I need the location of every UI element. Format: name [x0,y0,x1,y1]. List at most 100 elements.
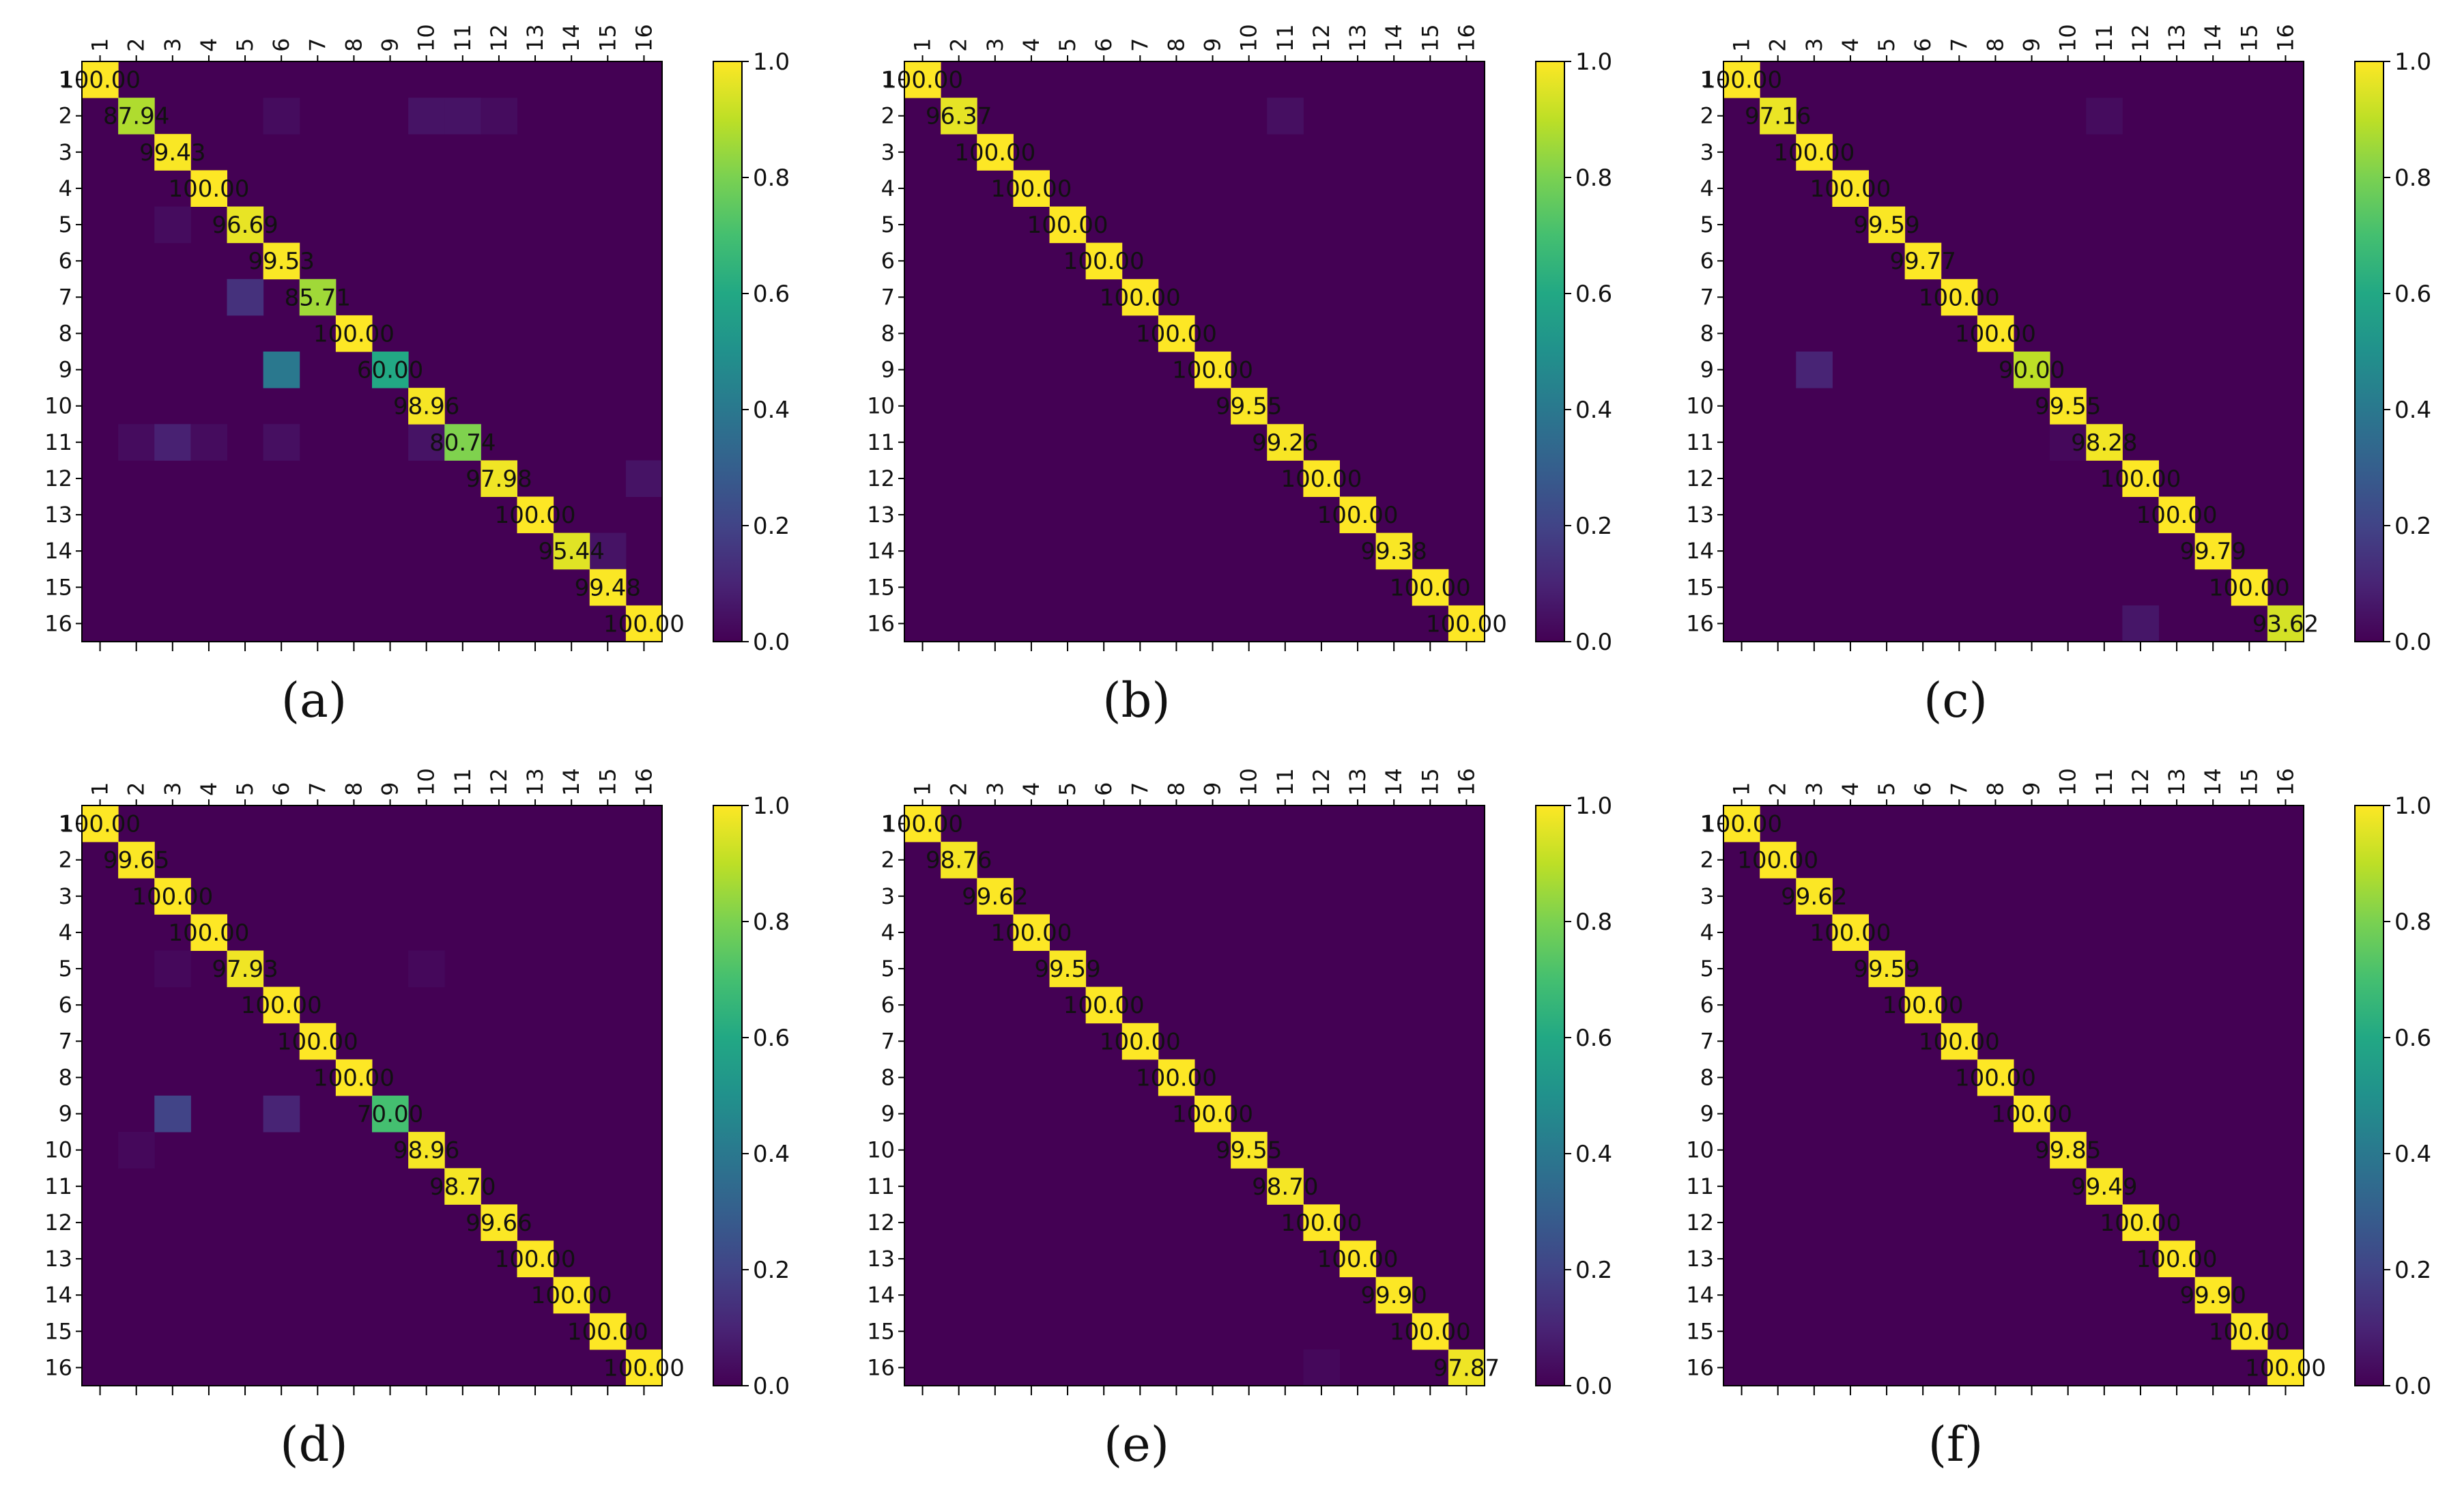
row-label: 11 [867,429,895,455]
cell-value-label: 100.00 [1280,466,1362,493]
matrix-cell [1303,1349,1340,1386]
diagonal-cell [408,388,445,425]
diagonal-cell [2014,352,2050,388]
col-label: 11 [2091,24,2117,52]
diagonal-cell [1868,206,1906,244]
col-label: 13 [2164,768,2190,796]
colorbar-tick-label: 0.6 [1575,1025,1612,1052]
row-label: 11 [867,1173,895,1199]
row-label: 16 [1686,610,1714,636]
cell-value-label: 99.48 [575,574,641,601]
col-label: 6 [268,782,294,796]
col-label: 3 [160,38,186,52]
col-label: 3 [1801,38,1827,52]
row-label: 12 [1686,1210,1714,1236]
row-label: 15 [1686,574,1714,600]
row-label: 2 [59,103,72,129]
row-label: 6 [1700,248,1714,274]
col-label: 16 [2272,768,2298,796]
diagonal-cell [1375,532,1413,570]
heatmap-panel-6: 100.00100.0099.62100.0099.59100.00100.00… [1686,768,2431,1472]
colorbar [713,805,743,1386]
row-label: 7 [59,1028,72,1054]
colorbar-tick-label: 0.2 [1575,1257,1612,1284]
row-label: 13 [1686,1246,1714,1272]
row-label: 8 [1700,320,1714,346]
diagonal-cell [1977,1059,2014,1096]
matrix-cell [154,424,191,461]
diagonal-cell [1760,842,1797,879]
col-label: 10 [414,24,440,52]
heatmap-panel-3: 100.0097.16100.00100.0099.5999.77100.001… [1686,24,2431,728]
matrix-cell [154,206,191,244]
col-label: 4 [1837,38,1863,52]
row-label: 9 [1700,1101,1714,1127]
col-label: 11 [2091,768,2117,796]
colorbar-tick-label: 0.4 [1575,1141,1612,1168]
col-label: 9 [377,782,403,796]
col-label: 5 [232,38,258,52]
col-label: 3 [982,38,1008,52]
diagonal-cell [335,315,373,352]
diagonal-cell [553,532,590,570]
panel-caption: (d) [280,1416,347,1472]
cell-value-label: 99.55 [2035,393,2101,420]
row-label: 7 [881,284,895,310]
cell-value-label: 60.00 [357,357,423,384]
colorbar-tick-label: 0.8 [753,909,790,936]
diagonal-cell [82,805,119,842]
cell-value-label: 100.00 [1100,1028,1181,1055]
diagonal-cell [1121,1023,1159,1060]
cell-value-label: 100.00 [1809,175,1891,203]
cell-value-label: 100.00 [2100,466,2181,493]
col-label: 6 [268,38,294,52]
row-label: 11 [44,429,72,455]
colorbar [1535,805,1565,1386]
colorbar-tick-label: 0.4 [753,397,790,424]
row-label: 14 [867,1282,895,1308]
colorbar-tick-label: 1.0 [1575,793,1612,820]
col-label: 13 [1345,24,1371,52]
col-label: 12 [2128,24,2153,52]
col-label: 10 [2055,768,2081,796]
col-label: 1 [1729,782,1755,796]
diagonal-cell [263,242,300,280]
diagonal-cell [517,1240,554,1278]
col-label: 4 [1018,782,1044,796]
col-label: 9 [2019,782,2045,796]
colorbar-tick-label: 0.0 [2394,629,2431,656]
matrix-cell [408,424,445,461]
diagonal-cell [227,950,264,988]
diagonal-cell [1448,605,1485,642]
panel-caption: (a) [281,672,347,728]
cell-value-label: 100.00 [603,1354,685,1382]
row-label: 16 [44,1354,72,1380]
diagonal-cell [408,1132,445,1169]
panel-caption: (b) [1102,672,1170,728]
cell-value-label: 80.74 [429,429,496,457]
panel-caption: (e) [1104,1416,1169,1472]
diagonal-cell [625,605,663,642]
row-label: 11 [44,1173,72,1199]
row-label: 1 [1700,811,1714,837]
row-label: 4 [1700,919,1714,945]
colorbar-tick-label: 0.0 [2394,1373,2431,1400]
matrix-cell [263,424,300,461]
cell-value-label: 99.53 [248,248,315,275]
diagonal-cell [154,878,191,915]
diagonal-cell [553,1276,590,1314]
row-label: 2 [881,103,895,129]
cell-value-label: 100.00 [313,320,395,347]
heatmap-panel-5: 100.0098.7699.62100.0099.59100.00100.001… [867,768,1612,1472]
col-label: 12 [486,768,512,796]
row-label: 6 [59,992,72,1018]
cell-value-label: 100.00 [1136,1064,1217,1092]
row-label: 14 [867,538,895,564]
cell-value-label: 99.66 [466,1210,532,1237]
col-label: 1 [910,38,936,52]
cell-value-label: 100.00 [1955,1064,2036,1092]
diagonal-cell [1121,279,1159,316]
colorbar [2354,805,2384,1386]
diagonal-cell [1412,569,1449,606]
row-label: 1 [881,67,895,93]
